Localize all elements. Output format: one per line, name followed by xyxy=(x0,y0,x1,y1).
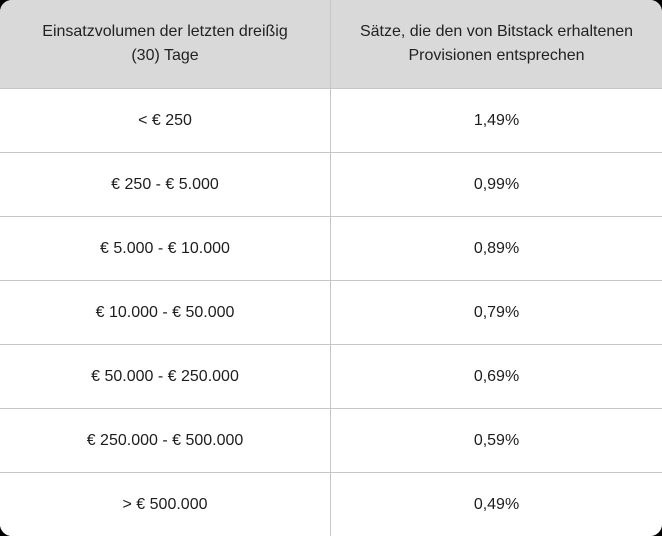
header-rate-line2: Provisionen entsprechen xyxy=(408,47,585,64)
rate-cell: 0,99% xyxy=(473,175,520,193)
volume-cell: € 250.000 - € 500.000 xyxy=(0,409,331,472)
header-volume-line1: Einsatzvolumen der letzten dreißig xyxy=(42,23,288,40)
rate-cell: 0,69% xyxy=(473,367,520,385)
table-row: € 250 - € 5.000 0,99% xyxy=(0,152,662,216)
volume-cell: € 250 - € 5.000 xyxy=(0,153,331,216)
table-row: € 5.000 - € 10.000 0,89% xyxy=(0,216,662,280)
header-volume-line2: (30) Tage xyxy=(131,47,199,64)
header-cell-volume: Einsatzvolumen der letzten dreißig (30) … xyxy=(0,0,331,88)
volume-cell: € 50.000 - € 250.000 xyxy=(0,345,331,408)
table-header-row: Einsatzvolumen der letzten dreißig (30) … xyxy=(0,0,662,88)
rate-cell: 0,49% xyxy=(473,495,520,513)
table-row: > € 500.000 0,49% xyxy=(0,472,662,536)
rate-cell: 1,49% xyxy=(473,111,520,129)
table-row: < € 250 1,49% xyxy=(0,88,662,152)
table-row: € 10.000 - € 50.000 0,79% xyxy=(0,280,662,344)
table-row: € 50.000 - € 250.000 0,69% xyxy=(0,344,662,408)
volume-cell: < € 250 xyxy=(0,89,331,152)
rate-cell: 0,89% xyxy=(473,239,520,257)
rate-cell: 0,59% xyxy=(473,431,520,449)
rate-cell: 0,79% xyxy=(473,303,520,321)
volume-cell: > € 500.000 xyxy=(0,473,331,536)
header-rate-line1: Sätze, die den von Bitstack erhaltenen xyxy=(359,23,634,40)
header-cell-rate: Sätze, die den von Bitstack erhaltenen P… xyxy=(331,0,662,88)
volume-cell: € 5.000 - € 10.000 xyxy=(0,217,331,280)
table-row: € 250.000 - € 500.000 0,59% xyxy=(0,408,662,472)
volume-cell: € 10.000 - € 50.000 xyxy=(0,281,331,344)
